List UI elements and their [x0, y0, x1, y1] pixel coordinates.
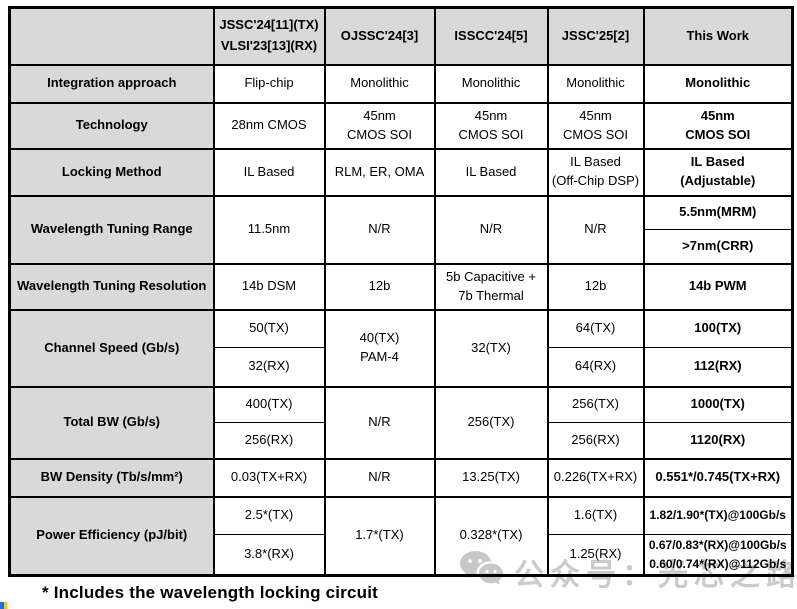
cell-locking-c3: IL Based [433, 147, 548, 196]
cell-tuning-range-c1: 11.5nm [212, 194, 325, 264]
cell-channel-speed-c4b: 64(RX) [546, 347, 644, 387]
cell-channel-speed-c4a: 64(TX) [546, 308, 644, 348]
header-ojssc24: OJSSC'24[3] [323, 6, 435, 65]
cell-total-bw-c5b: 1120(RX) [642, 422, 793, 459]
cell-tuning-resolution-c1: 14b DSM [212, 262, 325, 310]
cell-channel-speed-c5b: 112(RX) [642, 347, 793, 387]
table-row: Power Efficiency (pJ/bit) 2.5*(TX) 1.7*(… [8, 495, 793, 576]
cell-technology-c1: 28nm CMOS [212, 101, 325, 149]
row-label-bw-density: BW Density (Tb/s/mm²) [8, 457, 214, 497]
table-subrow: >7nm(CRR) [10, 229, 793, 264]
cell-total-bw-c4a: 256(TX) [546, 385, 644, 423]
table-subrow: 3.8*(RX) 1.25(RX) 0.67/0.83*(RX)@100Gb/s… [10, 533, 793, 576]
cell-channel-speed-c5a: 100(TX) [642, 308, 793, 348]
table-header-row: JSSC'24[11](TX) VLSI'23[13](RX) OJSSC'24… [8, 6, 793, 65]
cell-channel-speed-c1a: 50(TX) [212, 308, 325, 348]
cell-locking-c4: IL Based (Off-Chip DSP) [546, 147, 644, 196]
cell-power-efficiency-c3: 0.328*(TX) [433, 495, 548, 576]
table-row: Locking Method IL Based RLM, ER, OMA IL … [8, 147, 793, 196]
cell-integration-c3: Monolithic [433, 63, 548, 103]
cell-locking-c1: IL Based [212, 147, 325, 196]
cell-power-efficiency-c4b: 1.25(RX) [546, 533, 644, 576]
header-this-work: This Work [642, 6, 793, 65]
row-label-power-efficiency: Power Efficiency (pJ/bit) [8, 495, 214, 576]
row-label-integration: Integration approach [8, 63, 214, 103]
row-label-channel-speed: Channel Speed (Gb/s) [8, 308, 214, 387]
table-row: BW Density (Tb/s/mm²) 0.03(TX+RX) N/R 13… [8, 457, 793, 497]
cell-total-bw-c1b: 256(RX) [212, 422, 325, 459]
cell-tuning-range-c5b: >7nm(CRR) [642, 229, 793, 264]
cell-channel-speed-c3: 32(TX) [433, 308, 548, 387]
comparison-table: JSSC'24[11](TX) VLSI'23[13](RX) OJSSC'24… [8, 6, 794, 578]
table-subrow: 32(RX) 64(RX) 112(RX) [10, 347, 793, 387]
cell-integration-c5: Monolithic [642, 63, 793, 103]
cell-total-bw-c4b: 256(RX) [546, 422, 644, 459]
cell-technology-c5: 45nm CMOS SOI [642, 101, 793, 149]
row-label-technology: Technology [8, 101, 214, 149]
table-row: Wavelength Tuning Range 11.5nm N/R N/R N… [8, 194, 793, 264]
cell-technology-c3: 45nm CMOS SOI [433, 101, 548, 149]
header-isscc24: ISSCC'24[5] [433, 6, 548, 65]
cell-total-bw-c1a: 400(TX) [212, 385, 325, 423]
cell-tuning-range-c3: N/R [433, 194, 548, 264]
header-jssc24-vlsi23: JSSC'24[11](TX) VLSI'23[13](RX) [212, 6, 325, 65]
cell-power-efficiency-c1b: 3.8*(RX) [212, 533, 325, 576]
cell-bw-density-c2: N/R [323, 457, 435, 497]
header-blank [8, 6, 214, 65]
cell-tuning-resolution-c5: 14b PWM [642, 262, 793, 310]
cell-total-bw-c2: N/R [323, 385, 435, 459]
cell-tuning-resolution-c2: 12b [323, 262, 435, 310]
cell-bw-density-c5: 0.551*/0.745(TX+RX) [642, 457, 793, 497]
corner-artifact [0, 602, 10, 609]
cell-channel-speed-c1b: 32(RX) [212, 347, 325, 387]
cell-integration-c1: Flip-chip [212, 63, 325, 103]
cell-tuning-range-c2: N/R [323, 194, 435, 264]
cell-power-efficiency-c1a: 2.5*(TX) [212, 495, 325, 535]
cell-power-efficiency-c5b: 0.67/0.83*(RX)@100Gb/s 0.60/0.74*(RX)@11… [642, 533, 793, 576]
cell-power-efficiency-c2: 1.7*(TX) [323, 495, 435, 576]
table-subrow: 256(RX) 256(RX) 1120(RX) [10, 422, 793, 459]
cell-total-bw-c3: 256(TX) [433, 385, 548, 459]
row-label-locking: Locking Method [8, 147, 214, 196]
cell-tuning-range-c5a: 5.5nm(MRM) [642, 194, 793, 230]
cell-total-bw-c5a: 1000(TX) [642, 385, 793, 423]
cell-bw-density-c1: 0.03(TX+RX) [212, 457, 325, 497]
table-row: Wavelength Tuning Resolution 14b DSM 12b… [8, 262, 793, 310]
cell-tuning-range-c4: N/R [546, 194, 644, 264]
cell-tuning-resolution-c4: 12b [546, 262, 644, 310]
table-row: Channel Speed (Gb/s) 50(TX) 40(TX) PAM-4… [8, 308, 793, 387]
footnote: * Includes the wavelength locking circui… [42, 583, 378, 602]
cell-technology-c4: 45nm CMOS SOI [546, 101, 644, 149]
row-label-total-bw: Total BW (Gb/s) [8, 385, 214, 459]
cell-power-efficiency-c4a: 1.6(TX) [546, 495, 644, 535]
cell-bw-density-c4: 0.226(TX+RX) [546, 457, 644, 497]
table-row: Technology 28nm CMOS 45nm CMOS SOI 45nm … [8, 101, 793, 149]
cell-integration-c2: Monolithic [323, 63, 435, 103]
cell-technology-c2: 45nm CMOS SOI [323, 101, 435, 149]
cell-locking-c5: IL Based (Adjustable) [642, 147, 793, 196]
table-row: Integration approach Flip-chip Monolithi… [8, 63, 793, 103]
cell-bw-density-c3: 13.25(TX) [433, 457, 548, 497]
header-jssc25: JSSC'25[2] [546, 6, 644, 65]
row-label-tuning-range: Wavelength Tuning Range [8, 194, 214, 264]
cell-integration-c4: Monolithic [546, 63, 644, 103]
cell-power-efficiency-c5a: 1.82/1.90*(TX)@100Gb/s [642, 495, 793, 535]
cell-tuning-resolution-c3: 5b Capacitive + 7b Thermal [433, 262, 548, 310]
table-row: Total BW (Gb/s) 400(TX) N/R 256(TX) 256(… [8, 385, 793, 459]
cell-channel-speed-c2: 40(TX) PAM-4 [323, 308, 435, 387]
cell-locking-c2: RLM, ER, OMA [323, 147, 435, 196]
row-label-tuning-resolution: Wavelength Tuning Resolution [8, 262, 214, 310]
